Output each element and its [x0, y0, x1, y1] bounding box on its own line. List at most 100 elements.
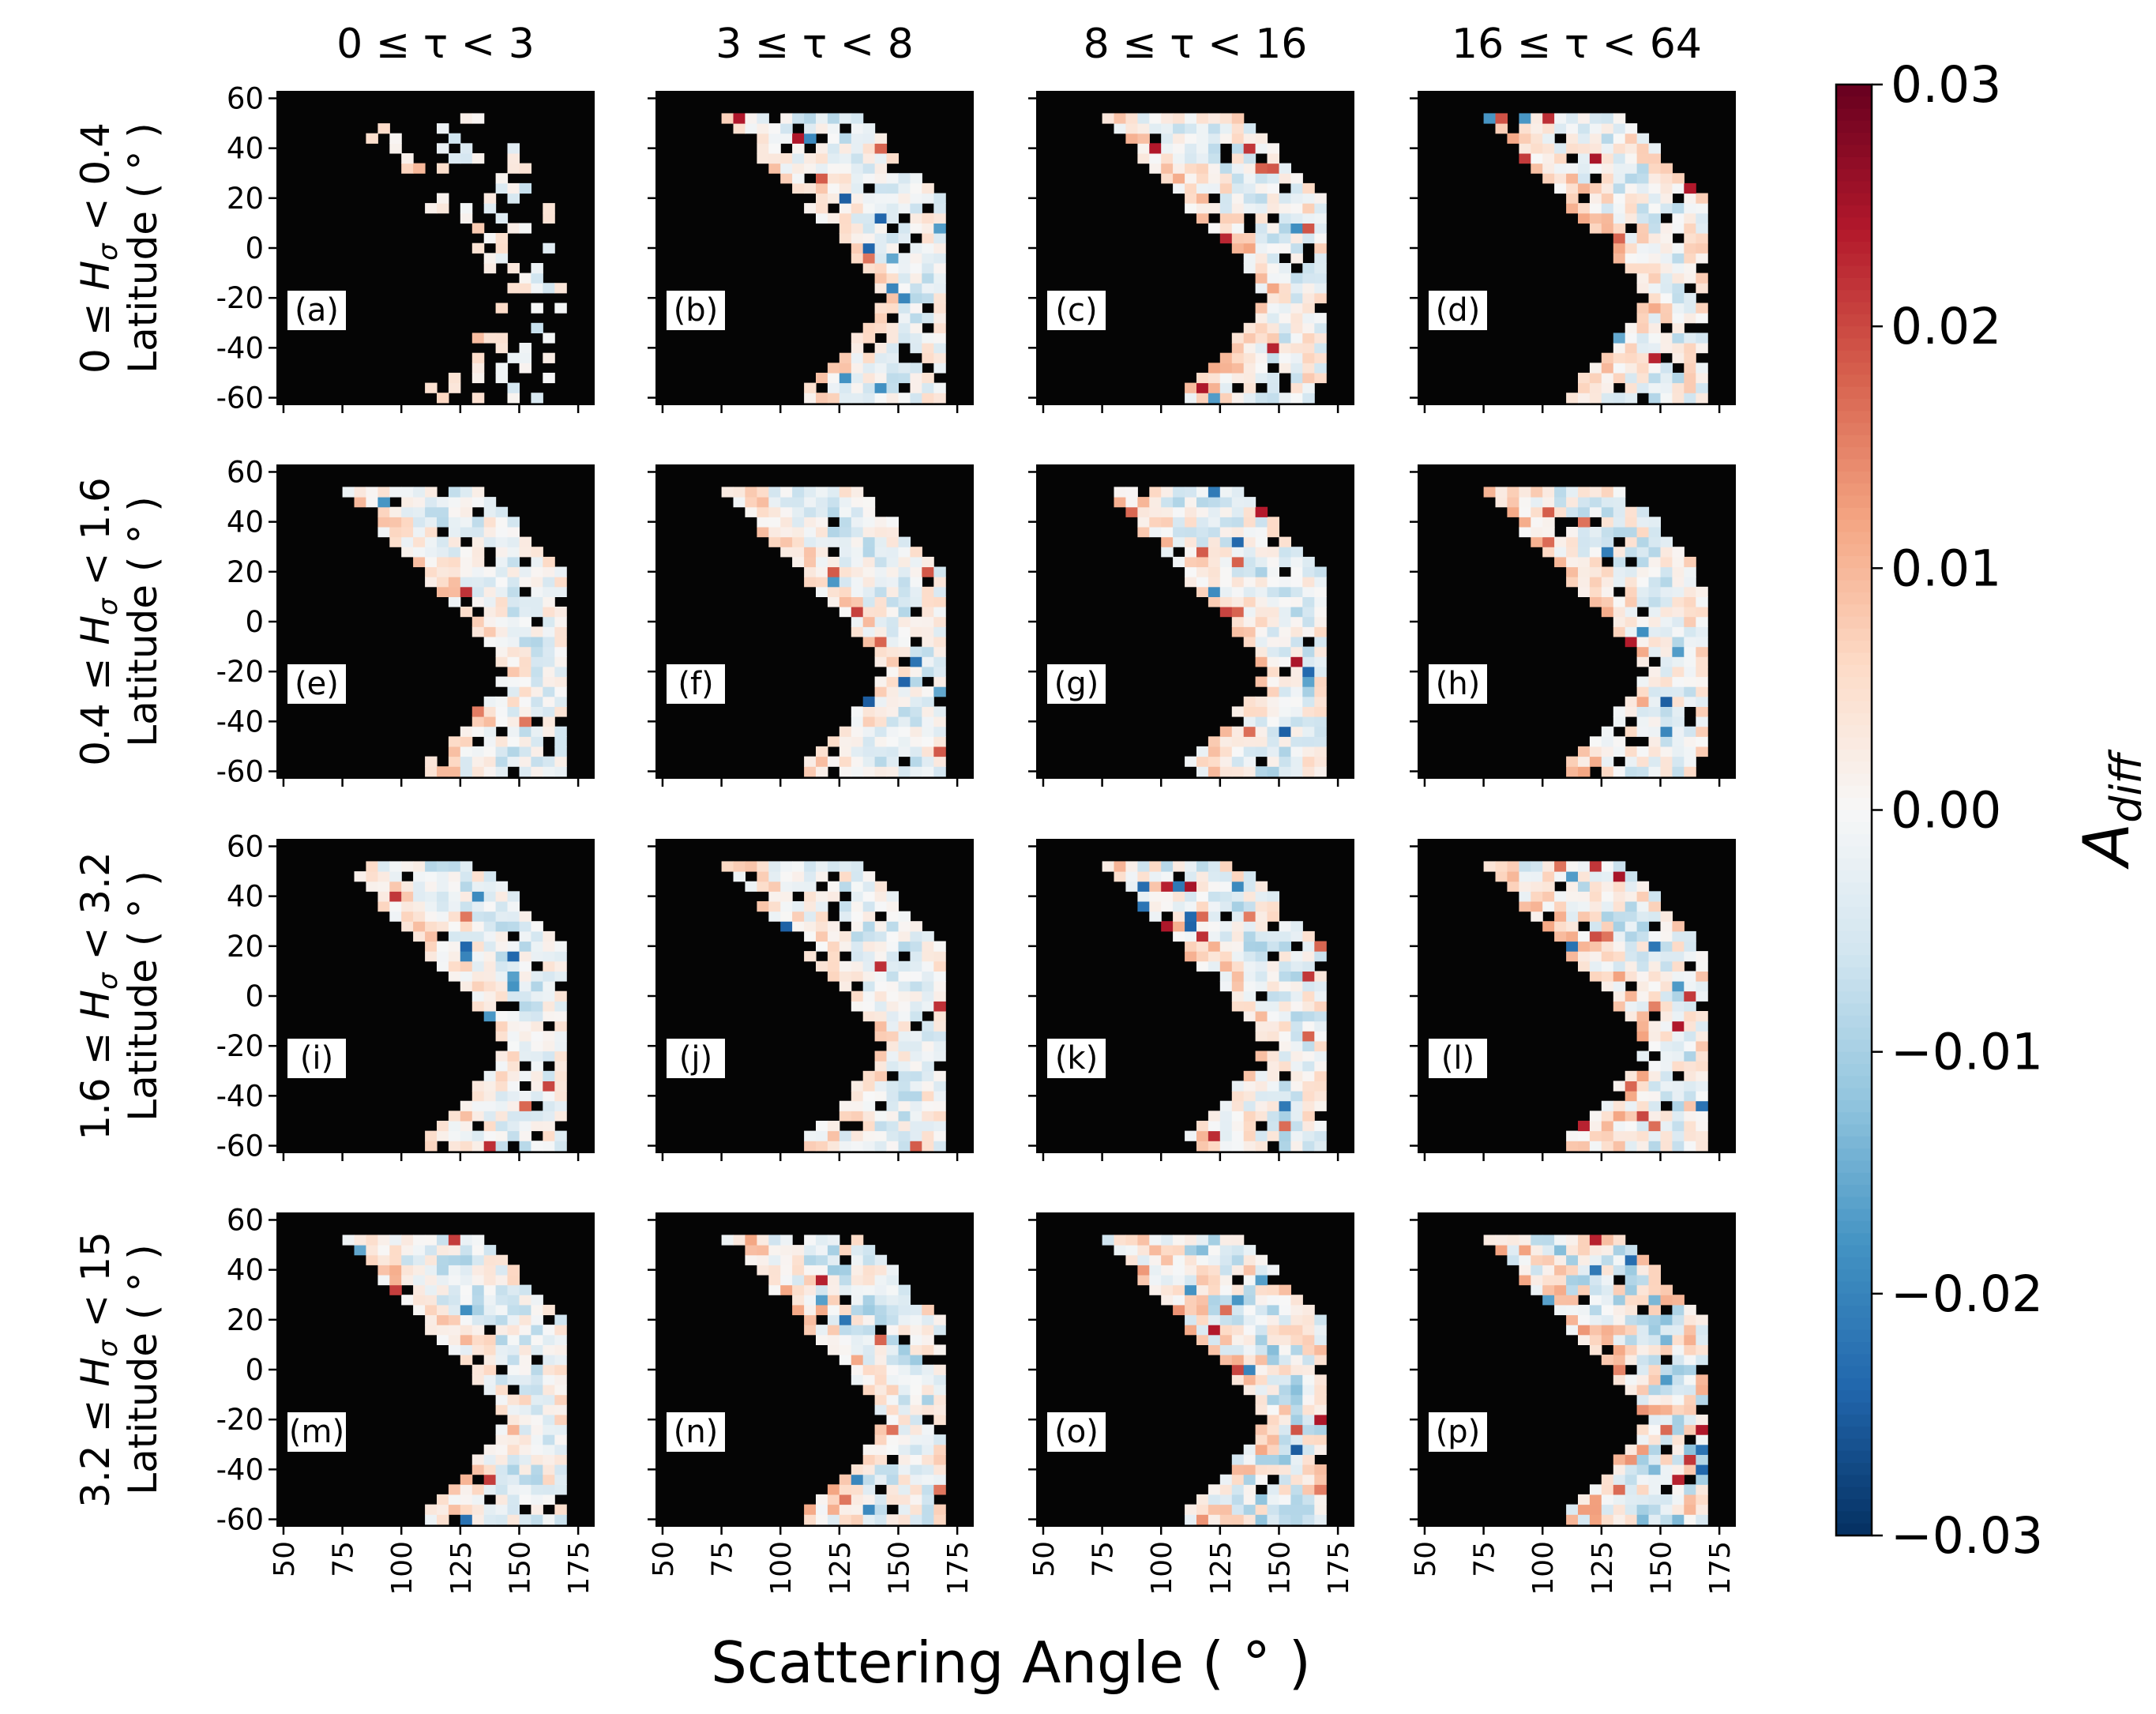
heatmap-cell	[1625, 596, 1638, 607]
heatmap-cell	[1219, 1514, 1233, 1525]
heatmap-cell	[507, 696, 520, 707]
heatmap-cell	[483, 891, 497, 902]
heatmap-cell	[1589, 1235, 1602, 1246]
heatmap-cell	[874, 941, 888, 952]
heatmap-cell	[804, 911, 817, 922]
heatmap-cell	[910, 303, 922, 314]
heatmap-cell	[862, 930, 876, 942]
heatmap-cell	[816, 173, 828, 184]
row-title-post: < 3.2	[73, 851, 118, 972]
heatmap-cell	[519, 716, 531, 727]
heatmap-cell	[1243, 393, 1256, 404]
heatmap-cell	[721, 1235, 734, 1246]
heatmap-cell	[851, 223, 864, 234]
heatmap-cell	[519, 1051, 531, 1062]
heatmap-cell	[460, 861, 473, 872]
heatmap-cell	[804, 547, 817, 558]
heatmap-panel: 50 75 100 125 150 175(p)	[1410, 1212, 1737, 1596]
y-tick-label: 60	[227, 1203, 264, 1237]
heatmap-cell	[1196, 1314, 1209, 1325]
heatmap-cell	[1279, 333, 1291, 344]
heatmap-cell	[1613, 596, 1626, 607]
heatmap-cell	[1302, 1111, 1315, 1122]
heatmap-cell	[1302, 223, 1315, 234]
heatmap-cell	[1696, 696, 1708, 707]
heatmap-cell	[1267, 303, 1279, 314]
heatmap-cell	[471, 566, 485, 577]
heatmap-cell	[471, 547, 485, 558]
heatmap-cell	[1625, 333, 1638, 344]
heatmap-cell	[1578, 1254, 1591, 1265]
heatmap-cell	[495, 506, 509, 517]
heatmap-cell	[483, 1364, 497, 1375]
heatmap-cell	[1267, 911, 1279, 922]
y-tick-label: -20	[216, 281, 264, 315]
heatmap-cell	[851, 1275, 864, 1286]
heatmap-cell	[519, 566, 531, 577]
heatmap-cell	[1660, 333, 1673, 344]
heatmap-cell	[1648, 163, 1661, 174]
heatmap-cell	[874, 556, 888, 568]
heatmap-cell	[1483, 1235, 1497, 1246]
heatmap-cell	[495, 233, 509, 244]
heatmap-cell	[1636, 273, 1650, 284]
heatmap-cell	[471, 153, 485, 164]
heatmap-cell	[874, 706, 888, 717]
heatmap-cell	[1660, 1314, 1673, 1325]
heatmap-cell	[1302, 1434, 1315, 1445]
heatmap-cell	[377, 1245, 390, 1256]
heatmap-cell	[1495, 113, 1508, 124]
heatmap-cell	[898, 173, 911, 184]
heatmap-cell	[519, 1374, 531, 1385]
heatmap-cell	[1267, 556, 1279, 568]
heatmap-cell	[1589, 861, 1602, 872]
heatmap-cell	[1208, 921, 1221, 932]
heatmap-cell	[1290, 1304, 1303, 1316]
heatmap-cell	[910, 253, 922, 264]
heatmap-cell	[1696, 1424, 1708, 1435]
heatmap-cell	[460, 1245, 473, 1256]
heatmap-cell	[543, 990, 555, 1002]
heatmap-cell	[1578, 517, 1591, 528]
heatmap-cell	[1125, 487, 1138, 498]
heatmap-cell	[768, 891, 781, 902]
heatmap-cell	[1173, 556, 1185, 568]
x-tick-label: 75	[707, 1541, 739, 1577]
heatmap-cell	[851, 1464, 864, 1475]
heatmap-cell	[1267, 333, 1279, 344]
heatmap-cell	[460, 1344, 473, 1355]
heatmap-cell	[1185, 487, 1197, 498]
heatmap-cell	[1672, 626, 1685, 637]
heatmap-cell	[1243, 1245, 1256, 1256]
heatmap-cell	[1554, 1284, 1567, 1295]
heatmap-cell	[1208, 586, 1221, 597]
heatmap-cell	[1589, 1304, 1602, 1316]
heatmap-cell	[1267, 1011, 1279, 1022]
heatmap-cell	[1231, 163, 1245, 174]
heatmap-cell	[1660, 1091, 1673, 1102]
heatmap-cell	[862, 333, 876, 344]
heatmap-cell	[471, 716, 485, 727]
heatmap-cell	[1279, 1494, 1291, 1505]
heatmap-cell	[1279, 577, 1291, 588]
heatmap-cell	[1613, 1295, 1626, 1306]
heatmap-cell	[1314, 1484, 1327, 1495]
heatmap-cell	[460, 1265, 473, 1276]
heatmap-cell	[851, 960, 864, 972]
heatmap-cell	[933, 1081, 946, 1092]
heatmap-cell	[874, 1111, 888, 1122]
heatmap-cell	[448, 1265, 461, 1276]
heatmap-cell	[1601, 1254, 1614, 1265]
heatmap-cell	[1255, 1385, 1268, 1396]
heatmap-cell	[1578, 756, 1591, 767]
heatmap-cell	[1314, 1424, 1327, 1435]
heatmap-cell	[827, 556, 840, 568]
heatmap-cell	[425, 203, 438, 214]
heatmap-cell	[1519, 113, 1531, 124]
heatmap-cell	[839, 1344, 852, 1355]
heatmap-cell	[1648, 990, 1661, 1002]
heatmap-cell	[816, 1141, 828, 1152]
heatmap-cell	[507, 393, 520, 404]
heatmap-cell	[910, 766, 922, 777]
heatmap-cell	[851, 1474, 864, 1485]
